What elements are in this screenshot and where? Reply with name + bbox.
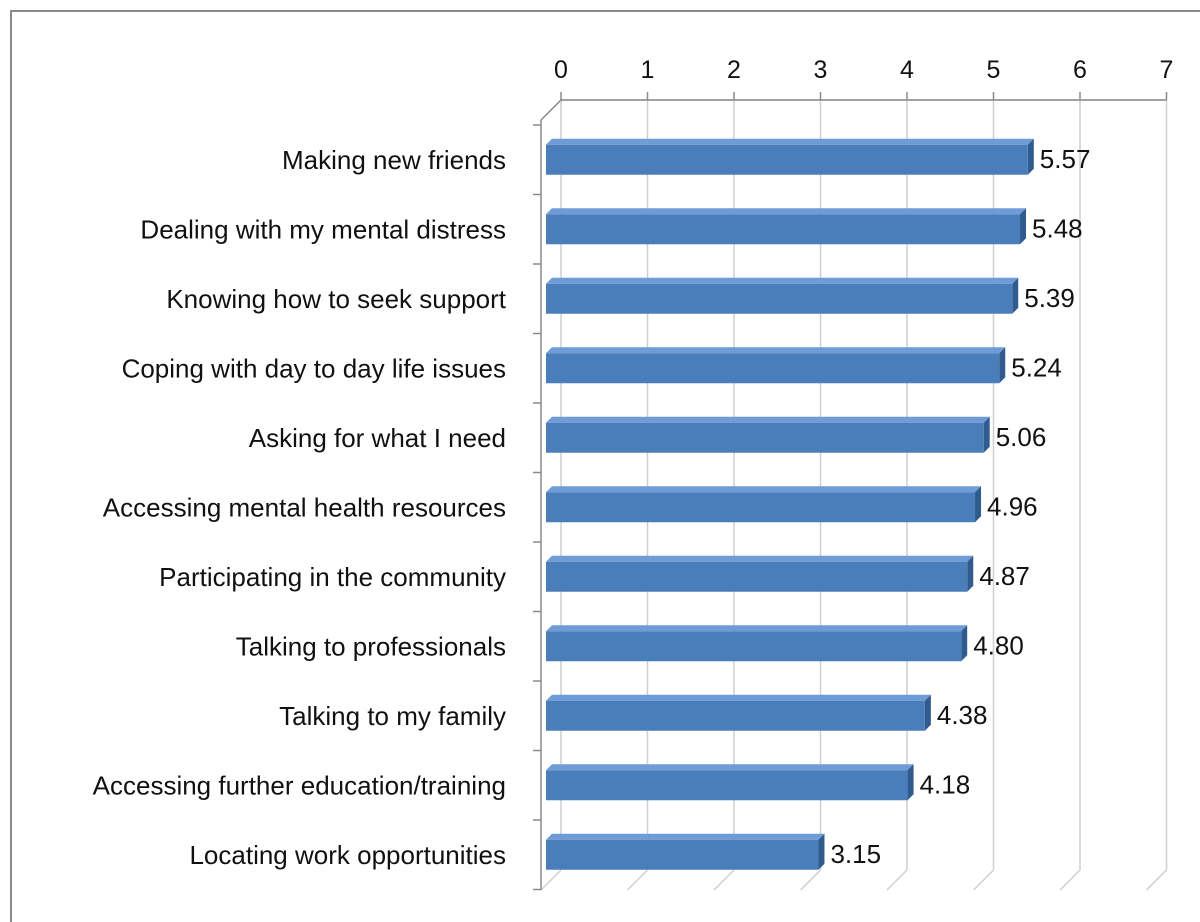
bar-front-face bbox=[546, 353, 1000, 384]
bar bbox=[546, 694, 931, 731]
bar-side-face bbox=[983, 416, 990, 453]
data-label: 5.57 bbox=[1040, 144, 1091, 174]
x-tick-label: 0 bbox=[554, 56, 568, 84]
category-label: Knowing how to seek support bbox=[166, 284, 506, 314]
bar-front-face bbox=[546, 700, 925, 731]
y-axis-top-connector bbox=[540, 99, 562, 121]
bar bbox=[546, 555, 974, 592]
floor-line-2 bbox=[713, 869, 735, 891]
x-tick-label: 4 bbox=[900, 56, 914, 84]
bar-side-face bbox=[818, 833, 825, 870]
category-label: Making new friends bbox=[282, 145, 506, 175]
bar-top-face bbox=[546, 416, 990, 423]
bar-side-face bbox=[999, 347, 1006, 384]
bars bbox=[546, 138, 1034, 870]
bar-top-face bbox=[546, 486, 982, 493]
data-label: 4.96 bbox=[987, 491, 1038, 521]
category-label: Locating work opportunities bbox=[189, 840, 506, 870]
bar-side-face bbox=[1012, 277, 1019, 314]
category-label: Asking for what I need bbox=[249, 423, 506, 453]
bar-top-face bbox=[546, 555, 974, 562]
data-label: 4.38 bbox=[937, 700, 988, 730]
bar-side-face bbox=[961, 625, 968, 662]
bar-side-face bbox=[1027, 138, 1034, 175]
category-label: Coping with day to day life issues bbox=[122, 353, 506, 383]
bar-side-face bbox=[1020, 208, 1027, 245]
category-label: Accessing mental health resources bbox=[103, 492, 506, 522]
category-label: Accessing further education/training bbox=[93, 770, 506, 800]
bar-front-face bbox=[546, 214, 1021, 245]
bar bbox=[546, 138, 1034, 175]
category-label: Dealing with my mental distress bbox=[140, 214, 506, 244]
bar-top-face bbox=[546, 208, 1027, 215]
data-label: 5.24 bbox=[1011, 352, 1062, 382]
floor-line-6 bbox=[1059, 869, 1081, 891]
bar-front-face bbox=[546, 561, 968, 592]
data-labels: 5.57 5.48 5.39 5.24 5.06 4.96 4.87 4.80 4.38 4.18… bbox=[830, 144, 1090, 869]
floor-line-3 bbox=[799, 869, 822, 891]
bar-top-face bbox=[546, 347, 1006, 354]
bar-front-face bbox=[546, 492, 976, 523]
x-tick-label: 1 bbox=[641, 56, 655, 84]
data-label: 3.15 bbox=[830, 839, 881, 869]
floor-line-5 bbox=[972, 869, 995, 891]
bar-side-face bbox=[907, 764, 914, 801]
bar-front-face bbox=[546, 770, 908, 801]
data-label: 4.80 bbox=[973, 630, 1024, 660]
floor-line-0 bbox=[540, 869, 562, 891]
bar-top-face bbox=[546, 694, 931, 701]
bar-front-face bbox=[546, 839, 819, 870]
bar bbox=[546, 347, 1006, 384]
category-label: Participating in the community bbox=[159, 562, 506, 592]
floor-line-7 bbox=[1145, 869, 1168, 891]
category-labels: Making new friends Dealing with my mental… bbox=[93, 145, 507, 870]
x-axis-ticks: 0 1 2 3 4 5 6 7 bbox=[554, 56, 1173, 84]
bar bbox=[546, 625, 968, 662]
bar-side-face bbox=[924, 694, 931, 731]
bar-front-face bbox=[546, 422, 984, 453]
category-label: Talking to professionals bbox=[236, 631, 506, 661]
data-label: 4.18 bbox=[920, 769, 971, 799]
x-tick-label: 7 bbox=[1160, 56, 1174, 84]
data-label: 5.48 bbox=[1032, 213, 1083, 243]
bar-top-face bbox=[546, 138, 1034, 145]
bar bbox=[546, 486, 982, 523]
bar-front-face bbox=[546, 144, 1028, 175]
bar bbox=[546, 416, 990, 453]
floor-line-1 bbox=[626, 869, 649, 891]
bar bbox=[546, 208, 1027, 245]
bar-top-face bbox=[546, 833, 825, 840]
bar-top-face bbox=[546, 764, 914, 771]
data-label: 4.87 bbox=[979, 561, 1030, 591]
data-label: 5.06 bbox=[996, 422, 1047, 452]
bar bbox=[546, 764, 914, 801]
bar bbox=[546, 833, 825, 870]
category-label: Talking to my family bbox=[279, 701, 506, 731]
bar-top-face bbox=[546, 277, 1019, 284]
bar-side-face bbox=[975, 486, 982, 523]
x-tick-label: 6 bbox=[1073, 56, 1087, 84]
bar-side-face bbox=[967, 555, 974, 592]
bar bbox=[546, 277, 1019, 314]
x-tick-label: 2 bbox=[727, 56, 741, 84]
data-label: 5.39 bbox=[1024, 283, 1075, 313]
x-tick-label: 3 bbox=[814, 56, 828, 84]
floor-line-4 bbox=[886, 869, 908, 891]
bar-front-face bbox=[546, 631, 962, 662]
axes bbox=[533, 92, 1168, 891]
bar-front-face bbox=[546, 283, 1013, 314]
bar-top-face bbox=[546, 625, 968, 632]
x-tick-label: 5 bbox=[987, 56, 1001, 84]
